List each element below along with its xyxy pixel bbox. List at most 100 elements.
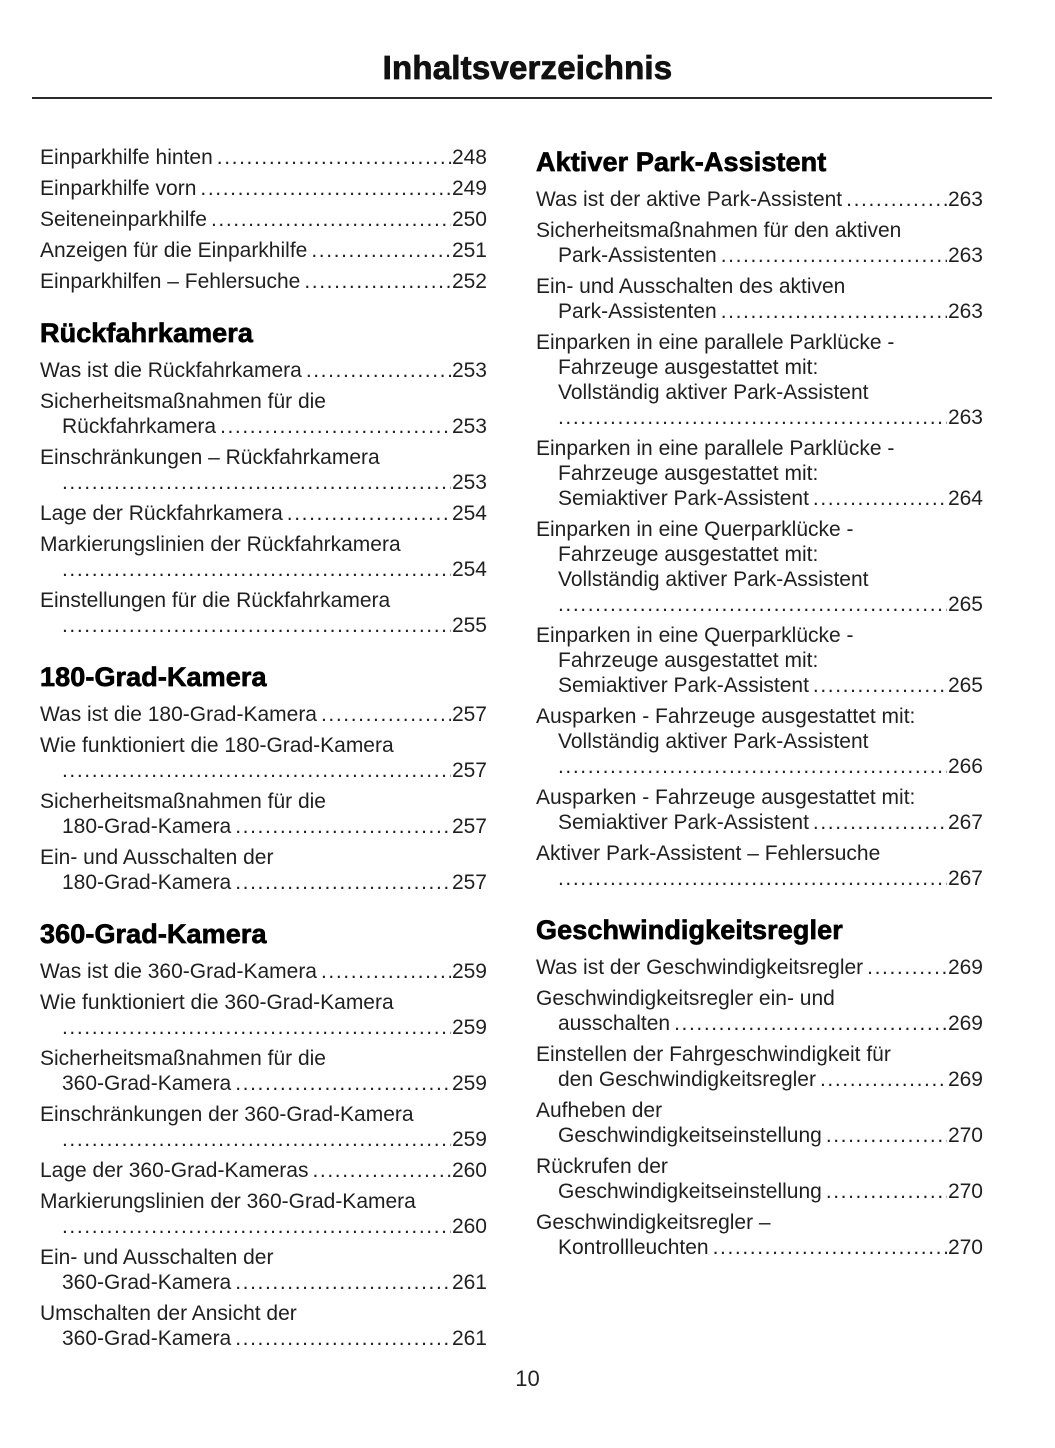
dot-leader	[721, 243, 947, 268]
toc-entry: Einparkhilfe hinten 248	[40, 145, 487, 170]
entry-text: Kontrollleuchten	[558, 1236, 709, 1259]
toc-entry-line: Einparken in eine Querparklücke -	[536, 624, 854, 647]
toc-entry: Was ist die Rückfahrkamera 253	[40, 358, 487, 383]
entry-page-number: 261	[451, 1271, 487, 1294]
dot-leader	[62, 1127, 451, 1152]
entry-page-number: 257	[451, 871, 487, 894]
dot-leader	[306, 358, 451, 383]
toc-entry-leader-line: den Geschwindigkeitsregler 269	[536, 1067, 983, 1092]
entry-page-number: 253	[451, 415, 487, 438]
toc-entry-line: Aktiver Park-Assistent – Fehlersuche	[536, 842, 881, 865]
entry-text: Semiaktiver Park-Assistent	[558, 487, 809, 510]
entry-page-number: 249	[451, 177, 487, 200]
toc-entry: Aktiver Park-Assistent – Fehlersuche 267	[536, 841, 983, 891]
toc-entry: Wie funktioniert die 180-Grad-Kamera 257	[40, 733, 487, 783]
dot-leader	[200, 176, 451, 201]
toc-entry-leader-line: 265	[536, 592, 983, 617]
toc-entry-line: Sicherheitsmaßnahmen für die	[40, 1047, 326, 1070]
entry-page-number: 269	[947, 956, 983, 979]
toc-entry: Geschwindigkeitsregler – Kontrollleuchten…	[536, 1210, 983, 1260]
toc-entry: Umschalten der Ansicht der 360-Grad-Kamer…	[40, 1301, 487, 1351]
toc-entry-line: Einparken in eine parallele Parklücke -	[536, 437, 895, 460]
toc-entry-line: Einparken in eine parallele Parklücke -	[536, 331, 895, 354]
entry-page-number: 254	[451, 558, 487, 581]
toc-entry-leader-line: Semiaktiver Park-Assistent 265	[536, 673, 983, 698]
toc-entry-leader-line: 360-Grad-Kamera 261	[40, 1326, 487, 1351]
toc-columns: Einparkhilfe hinten 248 Einparkhilfe vorn 2…	[0, 145, 1055, 1357]
section-heading: Rückfahrkamera	[40, 318, 254, 349]
toc-entry-line: Umschalten der Ansicht der	[40, 1302, 297, 1325]
entry-text: 360-Grad-Kamera	[62, 1072, 232, 1095]
toc-entry-line: Einschränkungen der 360-Grad-Kamera	[40, 1103, 414, 1126]
entry-page-number: 270	[947, 1236, 983, 1259]
toc-section: 180-Grad-Kamera Was ist die 180-Grad-Kame…	[40, 660, 487, 895]
toc-entry: Lage der 360-Grad-Kameras 260	[40, 1158, 487, 1183]
toc-entry-line: Fahrzeuge ausgestattet mit:	[558, 356, 819, 379]
entry-page-number: 259	[451, 1128, 487, 1151]
toc-entry-line: Ein- und Ausschalten der	[40, 1246, 274, 1269]
toc-entry: Sicherheitsmaßnahmen für die 360-Grad-Kam…	[40, 1046, 487, 1096]
toc-entry: Seiteneinparkhilfe 250	[40, 207, 487, 232]
toc-entry: Ein- und Ausschalten des aktiven Park-Ass…	[536, 274, 983, 324]
dot-leader	[826, 1123, 947, 1148]
toc-entry-leader-line: 180-Grad-Kamera 257	[40, 870, 487, 895]
entry-page-number: 267	[947, 811, 983, 834]
entry-text: ausschalten	[558, 1012, 671, 1035]
toc-entry-line: Vollständig aktiver Park-Assistent	[558, 381, 869, 404]
toc-section: Aktiver Park-Assistent Was ist der aktive…	[536, 145, 983, 891]
toc-entry-line: Sicherheitsmaßnahmen für die	[40, 790, 326, 813]
toc-entry: Einstellungen für die Rückfahrkamera 255	[40, 588, 487, 638]
entry-text: Lage der 360-Grad-Kameras	[40, 1159, 309, 1182]
section-heading: 360-Grad-Kamera	[40, 919, 267, 950]
dot-leader	[558, 866, 947, 891]
entry-text: Geschwindigkeitseinstellung	[558, 1180, 822, 1203]
toc-entry-line: Vollständig aktiver Park-Assistent	[558, 568, 869, 591]
toc-entry: Einschränkungen der 360-Grad-Kamera 259	[40, 1102, 487, 1152]
entry-text: Seiteneinparkhilfe	[40, 208, 207, 231]
toc-entry-line: Sicherheitsmaßnahmen für den aktiven	[536, 219, 902, 242]
toc-entry-line: Wie funktioniert die 360-Grad-Kamera	[40, 991, 394, 1014]
entry-page-number: 263	[947, 406, 983, 429]
toc-entry: Was ist die 180-Grad-Kamera 257	[40, 702, 487, 727]
toc-entry-line: Markierungslinien der 360-Grad-Kamera	[40, 1190, 416, 1213]
toc-column-left: Einparkhilfe hinten 248 Einparkhilfe vorn 2…	[40, 145, 487, 1357]
toc-entry-line: Ein- und Ausschalten des aktiven	[536, 275, 846, 298]
toc-entry-leader-line: 263	[536, 405, 983, 430]
toc-entry-leader-line: 259	[40, 1015, 487, 1040]
dot-leader	[211, 207, 451, 232]
dot-leader	[235, 1270, 451, 1295]
toc-entry: Was ist der Geschwindigkeitsregler 269	[536, 955, 983, 980]
toc-entry-leader-line: 180-Grad-Kamera 257	[40, 814, 487, 839]
entry-text: Was ist die 180-Grad-Kamera	[40, 703, 317, 726]
toc-entry-line: Fahrzeuge ausgestattet mit:	[558, 462, 819, 485]
dot-leader	[321, 702, 451, 727]
entry-page-number: 251	[451, 239, 487, 262]
entry-text: Was ist der Geschwindigkeitsregler	[536, 956, 864, 979]
toc-entry-leader-line: Rückfahrkamera 253	[40, 414, 487, 439]
dot-leader	[235, 1326, 451, 1351]
toc-entry-leader-line: Park-Assistenten 263	[536, 299, 983, 324]
section-heading: Aktiver Park-Assistent	[536, 147, 827, 178]
entry-text: Geschwindigkeitseinstellung	[558, 1124, 822, 1147]
dot-leader	[558, 592, 947, 617]
dot-leader	[312, 1158, 450, 1183]
toc-entry: Einstellen der Fahrgeschwindigkeit für de…	[536, 1042, 983, 1092]
toc-entry-line: Aufheben der	[536, 1099, 663, 1122]
toc-entry: Sicherheitsmaßnahmen für den aktiven Park…	[536, 218, 983, 268]
dot-leader	[820, 1067, 947, 1092]
toc-entry-leader-line: 260	[40, 1214, 487, 1239]
toc-entry-line: Einschränkungen – Rückfahrkamera	[40, 446, 380, 469]
toc-entry: Wie funktioniert die 360-Grad-Kamera 259	[40, 990, 487, 1040]
toc-entry-line: Fahrzeuge ausgestattet mit:	[558, 649, 819, 672]
entry-page-number: 257	[451, 703, 487, 726]
entry-page-number: 252	[451, 270, 487, 293]
page-title: Inhaltsverzeichnis	[382, 49, 673, 86]
toc-entry-line: Einstellungen für die Rückfahrkamera	[40, 589, 391, 612]
toc-entry-leader-line: ausschalten 269	[536, 1011, 983, 1036]
toc-entry-leader-line: Was ist der Geschwindigkeitsregler 269	[536, 955, 983, 980]
toc-entry-line: Markierungslinien der Rückfahrkamera	[40, 533, 401, 556]
toc-entry-leader-line: 266	[536, 754, 983, 779]
entry-text: Einparkhilfen – Fehlersuche	[40, 270, 301, 293]
dot-leader	[62, 1015, 451, 1040]
